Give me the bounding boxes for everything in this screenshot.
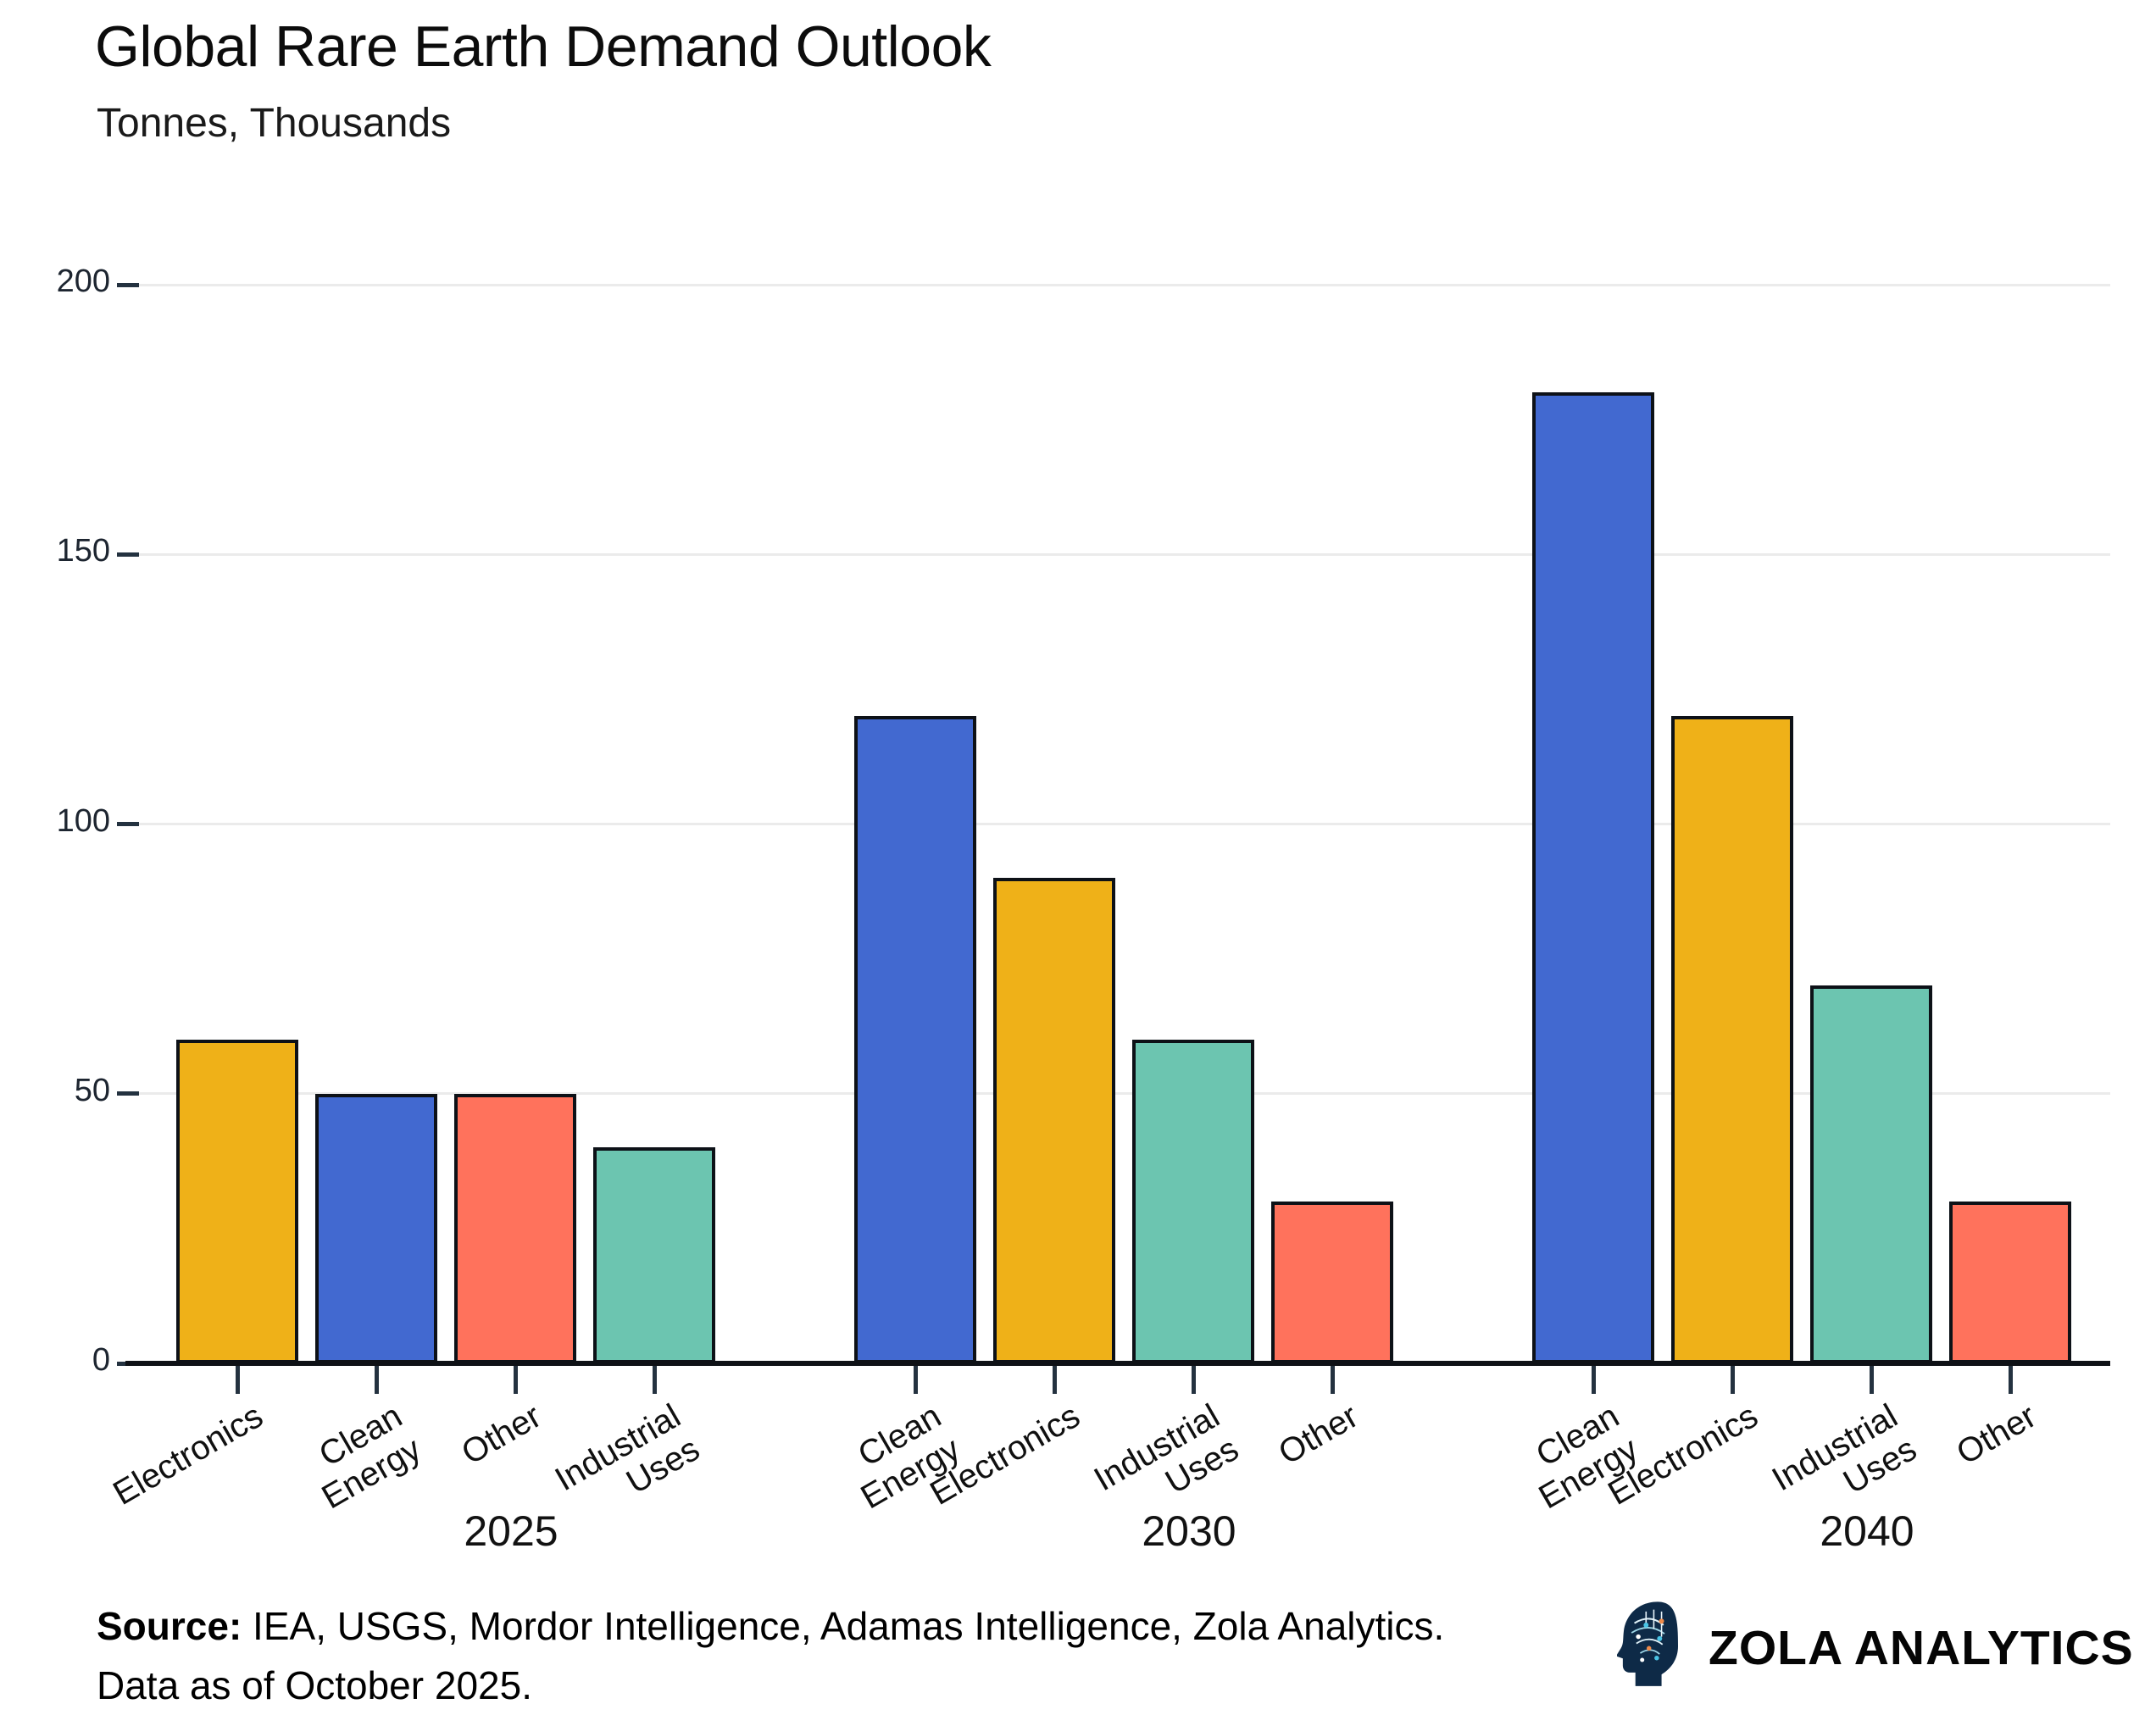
x-axis-tick	[913, 1366, 918, 1394]
x-axis-tick	[1591, 1366, 1596, 1394]
x-axis-tick	[1730, 1366, 1735, 1394]
category-label-line: Other	[1272, 1397, 1364, 1473]
y-axis-tick-label: 200	[56, 264, 110, 299]
bar-other-2040	[1949, 1202, 2071, 1363]
bar-electronics-2030	[993, 878, 1115, 1363]
category-label: Other	[455, 1397, 547, 1473]
bar-clean-energy-2040	[1532, 392, 1654, 1363]
y-gridline	[137, 552, 2110, 556]
source-note: Source: IEA, USGS, Mordor Intelligence, …	[97, 1596, 1444, 1715]
y-axis-tick-label: 150	[56, 533, 110, 569]
brand-name: ZOLA ANALYTICS	[1709, 1621, 2134, 1675]
x-axis-tick	[1052, 1366, 1057, 1394]
category-label-line: Electronics	[107, 1397, 270, 1512]
x-axis-tick	[235, 1366, 240, 1394]
y-axis-tick	[117, 822, 139, 826]
y-axis-tick-label: 0	[92, 1342, 110, 1378]
chart-unit-subtitle: Tonnes, Thousands	[97, 101, 452, 146]
y-gridline	[137, 823, 2110, 825]
x-axis-tick	[652, 1366, 657, 1394]
category-label-line: Other	[1950, 1397, 2042, 1473]
source-line: Source: IEA, USGS, Mordor Intelligence, …	[97, 1596, 1444, 1656]
x-axis-tick	[2008, 1366, 2013, 1394]
y-gridline	[137, 1092, 2110, 1096]
source-text: IEA, USGS, Mordor Intelligence, Adamas I…	[242, 1604, 1445, 1648]
x-axis-tick	[1330, 1366, 1335, 1394]
category-label: Clean Energy	[297, 1397, 428, 1517]
bar-clean-energy-2025	[315, 1093, 437, 1363]
bar-industrial-uses-2030	[1132, 1040, 1254, 1363]
brain-circuit-head-icon	[1615, 1599, 1685, 1698]
x-axis-tick	[1869, 1366, 1874, 1394]
y-axis-tick-label: 100	[56, 802, 110, 839]
category-label-line: Other	[455, 1397, 547, 1473]
year-group-label: 2025	[464, 1507, 558, 1555]
year-group-label: 2030	[1142, 1507, 1236, 1555]
bar-other-2025	[454, 1093, 576, 1363]
bar-electronics-2025	[176, 1040, 298, 1363]
y-axis-tick	[117, 1091, 139, 1096]
category-label: Other	[1272, 1397, 1364, 1473]
bar-other-2030	[1271, 1202, 1393, 1363]
year-group-label: 2040	[1820, 1507, 1914, 1555]
source-label: Source:	[97, 1604, 242, 1648]
bar-clean-energy-2030	[854, 716, 976, 1363]
y-axis-tick-label: 50	[74, 1072, 110, 1108]
bar-industrial-uses-2040	[1810, 985, 1932, 1363]
y-axis-tick	[117, 552, 139, 557]
data-as-of-line: Data as of October 2025.	[97, 1663, 532, 1707]
brand-lockup: ZOLA ANALYTICS	[1615, 1598, 2134, 1698]
y-axis-tick	[117, 282, 139, 287]
x-axis-line	[125, 1361, 2110, 1366]
category-label: Electronics	[108, 1397, 270, 1513]
bar-industrial-uses-2025	[593, 1147, 715, 1363]
x-axis-tick	[1191, 1366, 1196, 1394]
x-axis-tick	[374, 1366, 379, 1394]
x-axis-tick	[513, 1366, 518, 1394]
y-gridline	[137, 283, 2110, 286]
page-title: Global Rare Earth Demand Outlook	[95, 14, 992, 79]
category-label: Other	[1950, 1397, 2042, 1473]
bar-electronics-2040	[1671, 716, 1793, 1363]
